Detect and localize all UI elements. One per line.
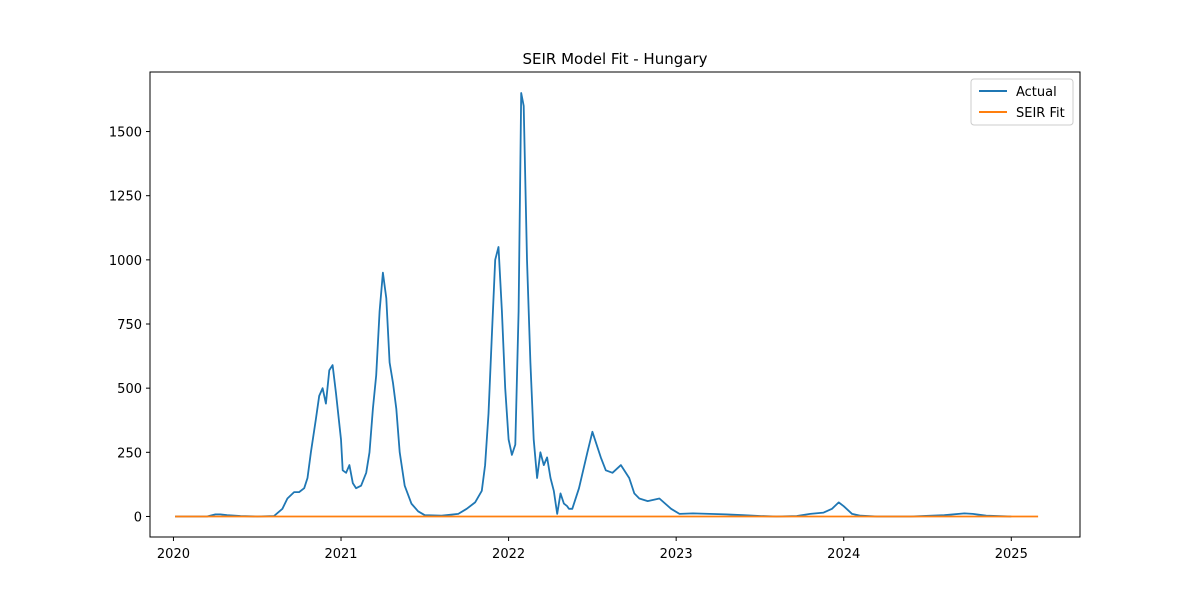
legend-label-actual: Actual	[1016, 85, 1057, 100]
series-lines	[175, 92, 1039, 518]
y-tick-label: 1500	[109, 126, 142, 141]
y-tick-label: 750	[117, 318, 142, 333]
y-tick-label: 1000	[109, 254, 142, 269]
x-tick-label: 2023	[660, 547, 693, 562]
x-tick-label: 2024	[827, 547, 860, 562]
chart-title: SEIR Model Fit - Hungary	[522, 50, 707, 68]
plot-frame	[149, 71, 1081, 538]
y-tick-label: 1250	[109, 190, 142, 205]
y-tick-label: 0	[134, 510, 142, 525]
legend-label-seir-fit: SEIR Fit	[1016, 106, 1065, 121]
x-tick-label: 2025	[995, 547, 1028, 562]
y-tick-label: 500	[117, 382, 142, 397]
x-tick-label: 2022	[492, 547, 525, 562]
series-line-actual	[175, 92, 1012, 518]
y-tick-label: 250	[117, 446, 142, 461]
legend: Actual SEIR Fit	[970, 78, 1074, 126]
x-tick-label: 2020	[157, 547, 190, 562]
x-axis-ticks: 2020 2021 2022 2023 2024 2025	[157, 537, 1028, 562]
x-tick-label: 2021	[324, 547, 357, 562]
y-axis-ticks: 0 250 500 750 1000 1250 1500	[109, 126, 150, 525]
